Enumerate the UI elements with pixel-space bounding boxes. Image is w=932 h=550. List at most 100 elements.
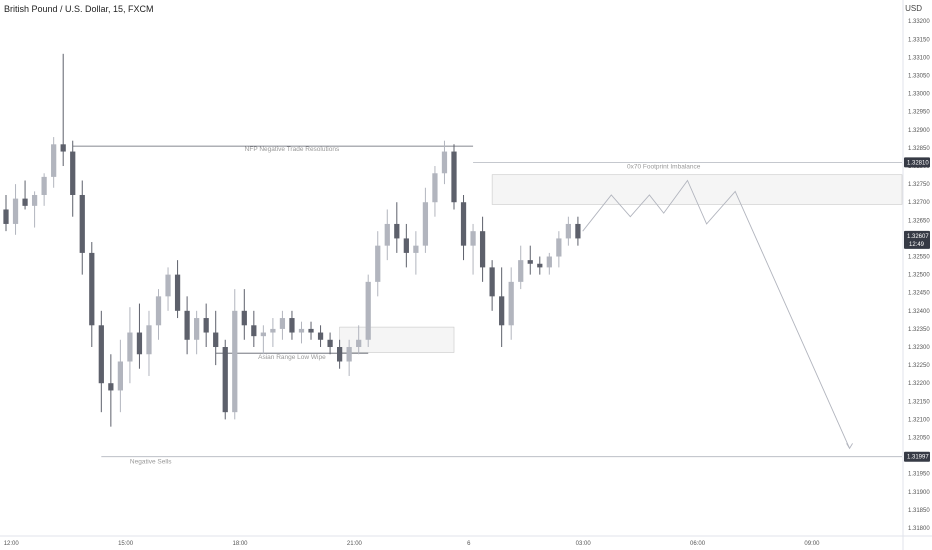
price-tick-label: 1.31800 xyxy=(908,526,930,532)
projected-path-arrowhead xyxy=(846,443,853,450)
currency-label: USD xyxy=(905,4,922,13)
candle-body xyxy=(251,325,257,337)
candle-body xyxy=(203,318,209,333)
price-badge-sublabel: 12:49 xyxy=(909,242,925,248)
candle-body xyxy=(489,267,495,297)
candle-body xyxy=(346,347,352,362)
price-tick-label: 1.33150 xyxy=(908,37,930,43)
price-badge xyxy=(904,451,930,462)
price-axis[interactable]: 1.318001.318501.319001.319501.320001.320… xyxy=(908,19,930,532)
zones xyxy=(339,174,903,353)
price-tick-label: 1.33050 xyxy=(908,74,930,80)
candle-body xyxy=(403,238,409,253)
price-tick-label: 1.32550 xyxy=(908,255,930,261)
candle-body xyxy=(213,332,219,348)
annotation-lines xyxy=(72,145,902,458)
candle-body xyxy=(108,383,114,391)
price-badge-label: 1.31997 xyxy=(907,455,929,461)
price-tick-label: 1.33100 xyxy=(908,55,930,61)
candle-body xyxy=(575,223,581,239)
time-tick-label: 12:00 xyxy=(4,541,20,547)
price-tick-label: 1.32200 xyxy=(908,381,930,387)
candle-body xyxy=(3,209,9,224)
price-tick-label: 1.32150 xyxy=(908,399,930,405)
candle-body xyxy=(556,238,562,257)
chart-title: British Pound / U.S. Dollar, 15, FXCM xyxy=(4,4,154,14)
candle-body xyxy=(12,198,19,224)
annotation-label: 0x70 Footprint Imbalance xyxy=(627,163,701,170)
price-tick-label: 1.33000 xyxy=(908,92,930,98)
price-badge-label: 1.32607 xyxy=(907,234,929,240)
price-tick-label: 1.32850 xyxy=(908,146,930,152)
candle-body xyxy=(89,252,95,326)
candle-body xyxy=(441,151,448,174)
time-tick-label: 09:00 xyxy=(804,541,820,547)
candle-body xyxy=(194,318,200,340)
candle-body xyxy=(537,263,543,268)
time-tick-label: 15:00 xyxy=(118,541,134,547)
candle-body xyxy=(470,231,476,246)
candle-body xyxy=(356,339,362,348)
candle-body xyxy=(136,332,143,355)
candle-body xyxy=(499,296,505,326)
candle-body xyxy=(365,281,371,340)
candle-body xyxy=(308,328,314,333)
candle-body xyxy=(518,260,524,282)
candle-body xyxy=(98,325,104,384)
time-tick-label: 03:00 xyxy=(576,541,592,547)
candle-body xyxy=(174,274,181,311)
candle-body xyxy=(327,339,333,348)
footprint-imbalance-zone xyxy=(491,174,903,205)
candle-body xyxy=(317,332,324,340)
candle-body xyxy=(165,274,171,297)
candle-body xyxy=(546,256,552,268)
candle-body xyxy=(117,361,124,391)
candle-body xyxy=(60,144,66,152)
time-tick-label: 06:00 xyxy=(690,541,706,547)
time-tick-label: 6 xyxy=(467,541,471,547)
candle-body xyxy=(270,328,276,333)
candle-body xyxy=(41,176,47,195)
candle-body xyxy=(394,223,400,239)
candle-body xyxy=(232,310,238,413)
candle-body xyxy=(51,144,57,177)
candle-body xyxy=(565,223,572,239)
candle-body xyxy=(127,332,133,362)
price-tick-label: 1.31950 xyxy=(908,472,930,478)
price-tick-label: 1.32500 xyxy=(908,273,930,279)
price-tick-label: 1.32950 xyxy=(908,110,930,116)
candle-body xyxy=(31,194,38,206)
candle-body xyxy=(70,151,76,195)
candle-body xyxy=(260,332,266,337)
annotation-label: Asian Range Low Wipe xyxy=(258,354,326,361)
price-tick-label: 1.32700 xyxy=(908,200,930,206)
candle-body xyxy=(155,296,162,326)
price-badge-label: 1.32810 xyxy=(907,160,929,166)
candle-body xyxy=(146,325,152,355)
candle-body xyxy=(451,151,457,203)
candle-body xyxy=(222,347,228,413)
candle-body xyxy=(298,328,305,333)
projection-path xyxy=(582,179,853,450)
price-badges: 1.32810 1.32607 12:49 1.31997 xyxy=(904,157,930,462)
price-tick-label: 1.32650 xyxy=(908,218,930,224)
price-tick-label: 1.33200 xyxy=(908,19,930,25)
price-tick-label: 1.32900 xyxy=(908,128,930,134)
time-axis[interactable]: 12:00 15:00 18:00 21:00 6 03:00 06:00 09:00 xyxy=(4,541,820,547)
price-tick-label: 1.32350 xyxy=(908,327,930,333)
candle-body xyxy=(422,202,429,246)
price-tick-label: 1.32450 xyxy=(908,291,930,297)
price-tick-label: 1.32400 xyxy=(908,309,930,315)
candle-body xyxy=(432,173,438,203)
candle-body xyxy=(479,231,486,268)
price-tick-label: 1.32300 xyxy=(908,345,930,351)
candle-body xyxy=(375,245,381,282)
price-tick-label: 1.31850 xyxy=(908,508,930,514)
candle-body xyxy=(527,260,533,264)
candle-body xyxy=(241,310,247,326)
price-badge xyxy=(904,157,930,168)
time-tick-label: 18:00 xyxy=(232,541,248,547)
candle-body xyxy=(460,202,467,246)
